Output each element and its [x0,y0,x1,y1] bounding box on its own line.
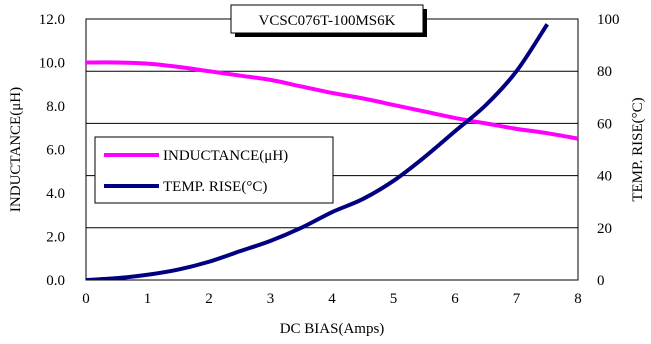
series-line-1 [86,60,578,141]
x-tick-label: 8 [574,291,582,307]
x-tick-label: 6 [451,291,459,307]
right-y-tick-label: 0 [597,273,605,289]
legend: INDUCTANCE(μH) TEMP. RISE(°C) [94,136,334,204]
right-y-tick-label: 20 [597,221,612,237]
x-axis-title: DC BIAS(Amps) [280,321,385,337]
right-y-tick-label: 80 [597,64,612,80]
x-tick-label: 2 [205,291,213,307]
x-tick-label: 0 [82,291,90,307]
series-layer [86,23,578,280]
series-line-2 [86,23,549,280]
right-y-axis-title: TEMP. RISE(°C) [630,97,646,201]
left-y-tick-label: 6.0 [46,143,65,159]
left-y-axis-title: INDUCTANCE(μH) [8,87,24,212]
x-tick-label: 3 [267,291,275,307]
chart-title-box: VCSC076T-100MS6K [230,4,427,37]
x-tick-label: 4 [328,291,336,307]
left-y-tick-label: 4.0 [46,186,65,202]
left-y-tick-label: 10.0 [39,56,65,72]
x-tick-label: 1 [144,291,152,307]
tick-labels: 0 1 2 3 4 5 6 7 8 0.0 2.0 4.0 6.0 8.0 10.0 12.0 0 20 40 60 8… [39,12,620,307]
x-tick-label: 7 [513,291,521,307]
chart-title: VCSC076T-100MS6K [259,13,396,29]
x-tick-label: 5 [390,291,398,307]
right-y-tick-label: 40 [597,169,612,185]
legend-label: TEMP. RISE(°C) [163,179,267,195]
right-y-tick-label: 100 [597,12,620,28]
right-y-tick-label: 60 [597,116,612,132]
left-y-tick-label: 0.0 [46,273,65,289]
left-y-tick-label: 8.0 [46,99,65,115]
left-y-tick-label: 2.0 [46,230,65,246]
legend-label: INDUCTANCE(μH) [163,148,288,164]
left-y-tick-label: 12.0 [39,12,65,28]
